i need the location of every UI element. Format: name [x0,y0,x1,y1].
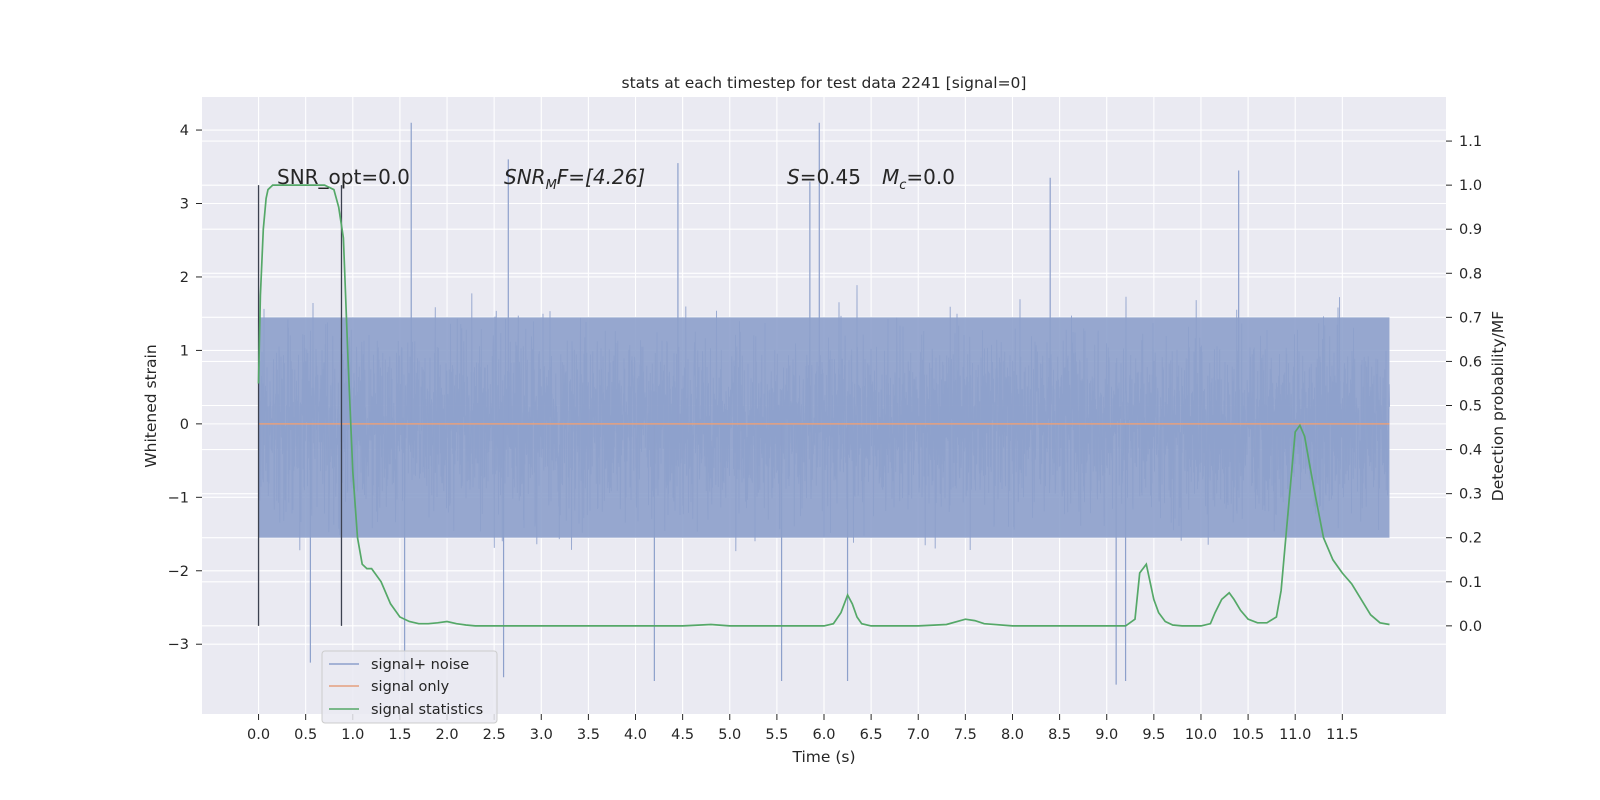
series [257,122,1390,685]
x-tick-label: 0.5 [294,727,317,743]
y-right-tick-label: 0.1 [1459,575,1482,591]
axes: 0.0 0.5 1.0 1.5 2.0 2.5 3.0 3.5 4.0 4.5 5.0 5.5 6.0 6… [168,123,1482,743]
y-tick-label: 1 [180,343,189,359]
annotation-snr-mf-sub: M [546,178,557,193]
x-tick-label: 1.5 [388,727,411,743]
x-tick-label: 3.0 [530,727,553,743]
x-tick-label: 11.5 [1326,727,1358,743]
y-right-tick-label: 0.3 [1459,487,1482,503]
x-tick-label: 7.5 [954,727,977,743]
y-right-tick-label: 1.0 [1459,178,1482,194]
y-right-tick-label: 1.1 [1459,134,1482,150]
x-tick-label: 0.0 [247,727,270,743]
y-tick-label: 0 [180,417,189,433]
annotation-s-main: S [787,165,800,189]
y-tick-label: 3 [180,197,189,213]
y-right-tick-label: 0.8 [1459,266,1482,282]
annotation-snr-mf-main: SNR [504,165,546,189]
x-tick-label: 6.5 [860,727,883,743]
x-tick-label: 11.0 [1279,727,1311,743]
x-tick-label: 1.0 [341,727,364,743]
legend-box [321,650,498,724]
annotation-s: S=0.45 [787,165,861,189]
annotation-snr-opt: SNR_opt=0.0 [277,165,410,189]
x-tick-label: 9.5 [1142,727,1165,743]
x-tick-label: 10.0 [1185,727,1217,743]
y-right-tick-label: 0.0 [1459,619,1482,635]
x-tick-label: 5.5 [765,727,788,743]
annotation-s-rest: =0.45 [800,165,861,189]
annotation-mc-rest: =0.0 [906,165,955,189]
x-tick-label: 2.0 [435,727,458,743]
annotation-mc-sub: c [899,178,906,193]
series-signal-noise-band [258,317,1390,538]
y-tick-label: −1 [168,490,189,506]
legend: signal+ noise signal only signal statist… [321,650,498,724]
x-tick-label: 8.0 [1001,727,1024,743]
y-axis-label: Whitened strain [142,344,160,467]
y-right-tick-label: 0.5 [1459,399,1482,415]
legend-label-signal-only: signal only [371,679,450,695]
x-axis-label: Time (s) [791,748,855,766]
x-tick-label: 10.5 [1232,727,1264,743]
y-right-tick-label: 0.2 [1459,531,1482,547]
y-tick-label: −2 [168,564,189,580]
y-right-tick-label: 0.7 [1459,310,1482,326]
y-tick-label: 2 [180,270,189,286]
y-right-tick-label: 0.9 [1459,222,1482,238]
chart-title: stats at each timestep for test data 224… [622,74,1027,92]
legend-label-signal-statistics: signal statistics [371,702,483,718]
x-tick-label: 6.0 [812,727,835,743]
x-tick-label: 9.0 [1095,727,1118,743]
y-tick-label: 4 [180,123,189,139]
y-right-tick-label: 0.6 [1459,354,1482,370]
annotation-mc: Mc=0.0 [882,165,955,193]
annotation-snr-mf: SNRMF=[4.26] [504,165,645,193]
annotations: SNR_opt=0.0 SNRMF=[4.26] S=0.45 Mc=0.0 [277,165,955,193]
y-axis-right-label: Detection probability/MF [1489,311,1507,502]
x-tick-label: 7.0 [907,727,930,743]
series-signal-statistics [257,184,1390,627]
x-tick-label: 8.5 [1048,727,1071,743]
legend-label-signal-noise: signal+ noise [371,657,469,673]
y-tick-label: −3 [168,637,189,653]
annotation-snr-mf-rest: F=[4.26] [557,165,645,189]
x-tick-label: 3.5 [577,727,600,743]
x-tick-label: 4.0 [624,727,647,743]
y-right-tick-label: 0.4 [1459,443,1482,459]
x-tick-label: 5.0 [718,727,741,743]
annotation-mc-main: M [882,165,899,189]
x-tick-label: 2.5 [483,727,506,743]
x-tick-label: 4.5 [671,727,694,743]
